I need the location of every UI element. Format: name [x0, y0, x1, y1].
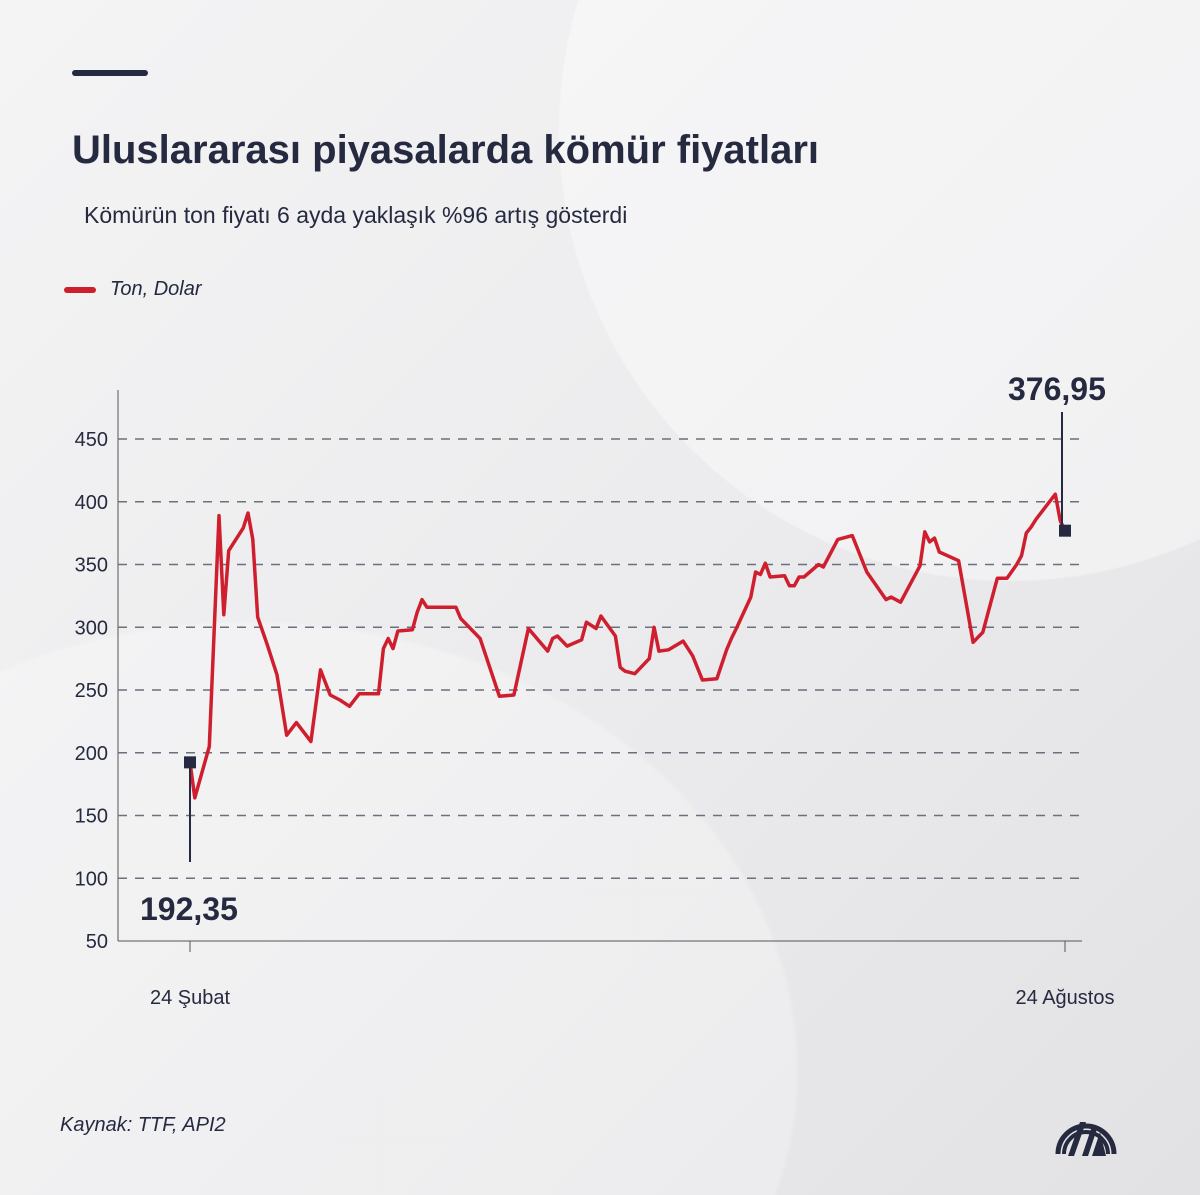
annotation-label: 192,35	[140, 891, 238, 927]
y-tick-label: 400	[75, 492, 108, 514]
x-tick-label: 24 Şubat	[150, 987, 231, 1009]
annotation-label: 376,95	[1008, 371, 1106, 407]
y-tick-label: 450	[75, 429, 108, 451]
y-tick-label: 300	[75, 617, 108, 639]
page-title: Uluslararası piyasalarda kömür fiyatları	[72, 128, 820, 172]
y-tick-label: 250	[75, 680, 108, 702]
y-tick-label: 50	[86, 931, 108, 953]
title-accent-bar	[72, 70, 148, 76]
annotation-marker	[184, 756, 196, 769]
y-tick-label: 200	[75, 743, 108, 765]
y-tick-label: 150	[75, 806, 108, 828]
x-tick-label: 24 Ağustos	[1016, 987, 1115, 1009]
legend-swatch	[64, 286, 96, 293]
y-tick-label: 100	[75, 868, 108, 890]
annotation-marker	[1059, 524, 1071, 537]
series-line	[188, 492, 1067, 800]
legend-label: Ton, Dolar	[110, 278, 202, 300]
source-note: Kaynak: TTF, API2	[60, 1114, 226, 1136]
y-tick-label: 350	[75, 555, 108, 577]
page-subtitle: Kömürün ton fiyatı 6 ayda yaklaşık %96 a…	[84, 202, 628, 228]
aa-logo	[1055, 1122, 1117, 1156]
legend: Ton, Dolar	[64, 278, 202, 301]
